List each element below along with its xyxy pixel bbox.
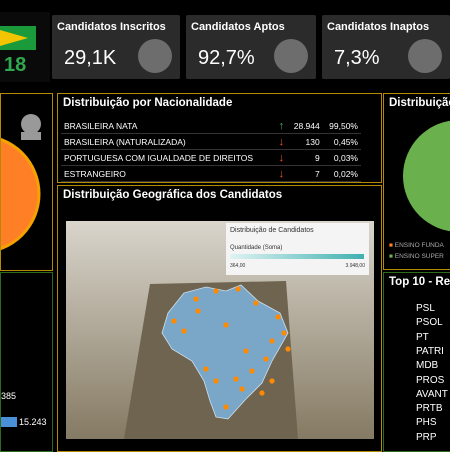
table-row: BRASILEIRA NATA ↑ 28.944 99,50% <box>61 118 361 134</box>
map-dot <box>269 378 275 384</box>
panel-title: Top 10 - Repr <box>389 276 450 288</box>
education-panel: Distribuição d ■ ENSINO FUNDA ■ ENSINO S… <box>383 93 450 270</box>
legend-label: ENSINO SUPER <box>394 253 444 260</box>
map-dot <box>171 318 177 324</box>
cell-nationality: PORTUGUESA COM IGUALDADE DE DIREITOS <box>61 149 276 166</box>
nationality-table: BRASILEIRA NATA ↑ 28.944 99,50% BRASILEIRA (… <box>61 118 361 182</box>
map-dot <box>269 338 275 344</box>
map-dot <box>213 288 219 294</box>
table-row: ESTRANGEIRO ↓ 7 0,02% <box>61 165 361 182</box>
party-label: PHS <box>416 417 437 429</box>
party-label: PSL <box>416 303 435 314</box>
kpi-card: Candidatos Inscritos 29,1K <box>52 15 180 79</box>
map-dot <box>259 390 265 396</box>
cell-trend: ↑ <box>275 118 288 134</box>
map-dot <box>281 330 287 336</box>
cell-count: 9 <box>287 149 323 166</box>
legend-measure: Quantidade (Soma) <box>230 245 283 251</box>
table-row: BRASILEIRA (NATURALIZADA) ↓ 130 0,45% <box>61 133 361 150</box>
cell-count: 130 <box>287 133 323 150</box>
map-dot <box>243 348 249 354</box>
cell-percent: 0,45% <box>322 133 361 150</box>
party-label: PSOL <box>416 317 443 329</box>
kpi-title: Candidatos Inaptos <box>327 21 430 33</box>
party-label: PT <box>416 331 429 343</box>
cell-trend: ↓ <box>275 133 288 150</box>
bar <box>1 417 17 427</box>
panel-title: Distribuição Geográfica dos Candidatos <box>63 189 283 201</box>
kpi-value: 92,7% <box>198 47 255 69</box>
cell-count: 7 <box>287 165 323 182</box>
kpi-title: Candidatos Aptos <box>191 21 285 33</box>
top10-panel: Top 10 - Repr PSL PSOL PT PATRI MDB PROS AVANT… <box>383 272 450 452</box>
logo-flag <box>0 26 36 50</box>
gender-chart <box>1 114 41 251</box>
map-dot <box>275 314 281 320</box>
party-label: PRP <box>416 431 437 443</box>
map-dot <box>263 356 269 362</box>
map-dot <box>249 368 255 374</box>
panel-title: Distribuição por Nacionalidade <box>63 97 233 109</box>
legend-gradient <box>230 254 364 259</box>
kpi-icon <box>274 39 308 73</box>
legend-label: ENSINO FUNDA <box>394 242 444 249</box>
legend-max: 3.948,00 <box>345 263 365 269</box>
kpi-card: Candidatos Aptos 92,7% <box>186 15 316 79</box>
kpi-card: Candidatos Inaptos 7,3% <box>322 15 450 79</box>
party-label: PATRI <box>416 345 444 357</box>
kpi-value: 7,3% <box>334 47 380 69</box>
table-row: PORTUGUESA COM IGUALDADE DE DIREITOS ↓ 9 0,… <box>61 149 361 166</box>
map-dot <box>239 386 245 392</box>
party-label: PRTB <box>416 403 443 415</box>
cell-count: 28.944 <box>287 118 323 134</box>
bar-label: 385 <box>1 391 17 401</box>
education-chart <box>403 120 450 232</box>
legend-item: ■ ENSINO FUNDA <box>389 242 444 249</box>
legend-min: 364,00 <box>230 263 246 269</box>
map-dot <box>181 328 187 334</box>
cell-percent: 0,03% <box>322 149 361 166</box>
party-label: AVANT <box>416 388 448 400</box>
map-dot <box>235 286 241 292</box>
nationality-panel: Distribuição por Nacionalidade BRASILEIR… <box>57 93 382 183</box>
map-dot <box>223 322 229 328</box>
map-dot <box>233 376 239 382</box>
kpi-icon <box>408 39 442 73</box>
map-dot <box>285 346 291 352</box>
kpi-title: Candidatos Inscritos <box>57 21 166 33</box>
map-dot <box>223 404 229 410</box>
cell-trend: ↓ <box>275 165 288 182</box>
gender-panel <box>0 93 53 271</box>
cell-nationality: ESTRANGEIRO <box>61 165 276 182</box>
logo-text: 18 <box>4 54 27 76</box>
cell-nationality: BRASILEIRA (NATURALIZADA) <box>61 133 276 150</box>
age-panel: 385 15.243 <box>0 272 53 452</box>
bar-label: 15.243 <box>19 417 47 427</box>
logo: 18 <box>0 12 50 82</box>
cell-nationality: BRASILEIRA NATA <box>61 118 276 134</box>
map-dot <box>193 296 199 302</box>
party-label: MDB <box>416 360 439 372</box>
map-dot <box>253 300 259 306</box>
map-dot <box>213 378 219 384</box>
party-label: PROS <box>416 374 445 386</box>
map-dot <box>195 308 201 314</box>
kpi-icon <box>138 39 172 73</box>
cell-percent: 0,02% <box>322 165 361 182</box>
kpi-value: 29,1K <box>64 47 117 69</box>
panel-title: Distribuição d <box>389 97 450 109</box>
legend-item: ■ ENSINO SUPER <box>389 253 444 260</box>
map-dot <box>203 366 209 372</box>
map-legend: Distribuição de Candidatos Quantidade (S… <box>226 223 369 275</box>
cell-percent: 99,50% <box>322 118 361 134</box>
map-panel: Distribuição Geográfica dos Candidatos D… <box>57 185 382 452</box>
cell-trend: ↓ <box>275 149 288 166</box>
legend-title: Distribuição de Candidatos <box>230 227 314 234</box>
